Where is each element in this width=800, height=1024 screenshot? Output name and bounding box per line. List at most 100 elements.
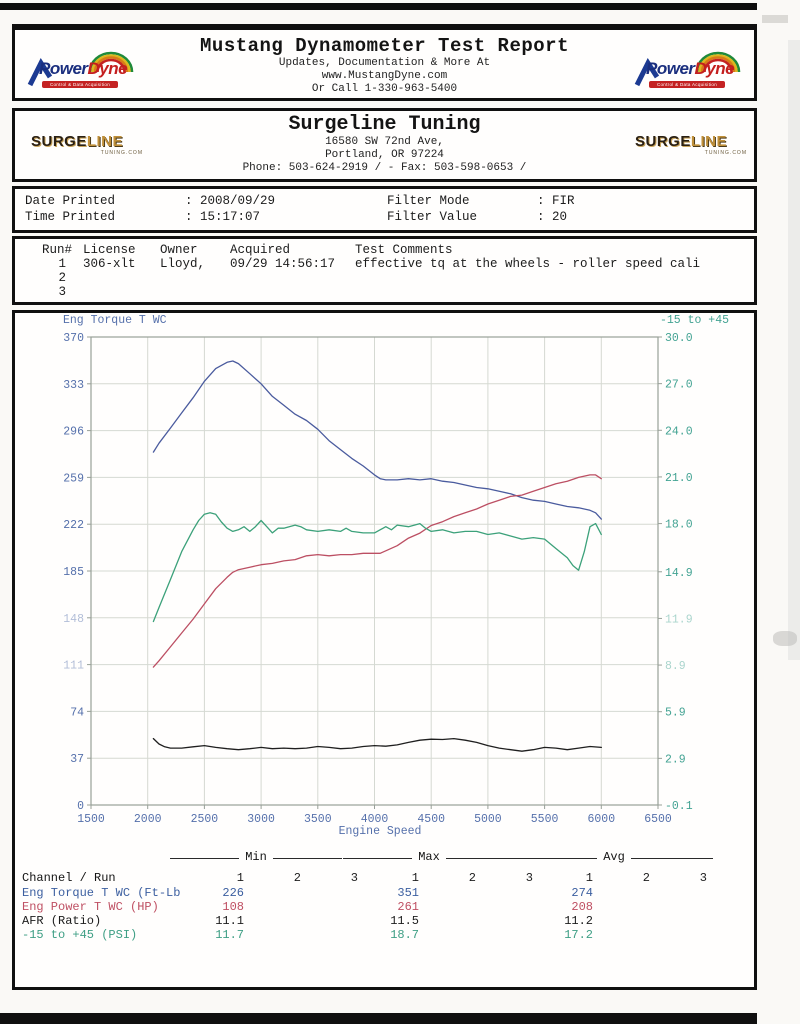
summary-group-line bbox=[343, 858, 413, 859]
summary-value: 11.1 bbox=[215, 914, 244, 928]
left-tick-label: 296 bbox=[63, 426, 84, 439]
date-printed-value: : 2008/09/29 bbox=[185, 194, 276, 208]
summary-group-line bbox=[445, 858, 516, 859]
summary-value: 17.2 bbox=[564, 928, 593, 942]
powerdyne-rainbow-icon bbox=[695, 51, 741, 73]
left-tick-label: 111 bbox=[63, 660, 84, 673]
x-tick-label: 1500 bbox=[77, 813, 105, 826]
scan-edge-right-strip bbox=[788, 40, 800, 660]
x-tick-label: 6500 bbox=[644, 813, 672, 826]
surgeline-word-surge: SURGE bbox=[31, 133, 87, 150]
summary-run-col: 3 bbox=[525, 871, 533, 885]
summary-value: 261 bbox=[397, 900, 419, 914]
powerdyne-word-dyne: Dyne bbox=[87, 59, 128, 78]
right-tick-label: 8.9 bbox=[665, 660, 686, 673]
summary-value: 11.5 bbox=[390, 914, 419, 928]
x-tick-label: 4000 bbox=[361, 813, 389, 826]
summary-channel-label: -15 to +45 (PSI) bbox=[22, 928, 138, 942]
summary-row-header: Channel / Run bbox=[22, 871, 116, 885]
summary-group-word: Avg bbox=[603, 850, 625, 864]
x-tick-label: 5500 bbox=[531, 813, 559, 826]
filter-mode-value: : FIR bbox=[537, 194, 575, 208]
shop-center: Surgeline Tuning 16580 SW 72nd Ave, Portl… bbox=[165, 113, 604, 175]
series-afr bbox=[152, 737, 602, 752]
report-subtitle-line: www.MustangDyne.com bbox=[321, 70, 448, 82]
right-tick-label: 30.0 bbox=[665, 332, 693, 345]
powerdyne-wordmark: PowerDyne bbox=[646, 59, 735, 79]
summary-run-col: 2 bbox=[468, 871, 476, 885]
run-number-cell: 3 bbox=[58, 285, 66, 299]
powerdyne-arrow-icon bbox=[27, 57, 53, 87]
right-tick-label: 27.0 bbox=[665, 379, 693, 392]
series-left bbox=[152, 360, 602, 520]
x-axis-title: Engine Speed bbox=[338, 825, 422, 838]
powerdyne-word-power: Power bbox=[39, 59, 88, 78]
right-tick-label: 14.9 bbox=[665, 567, 693, 580]
shop-info-box: SURGELINE TUNING.COM Surgeline Tuning 16… bbox=[12, 108, 757, 182]
right-axis-title: -15 to +45 bbox=[660, 314, 730, 327]
x-tick-label: 6000 bbox=[587, 813, 615, 826]
report-title: Mustang Dynamometer Test Report bbox=[200, 35, 569, 57]
surgeline-subtext: TUNING.COM bbox=[100, 150, 143, 156]
left-tick-label: 259 bbox=[63, 472, 84, 485]
scan-edge-bottom-bar bbox=[0, 1013, 757, 1024]
right-tick-label: -0.1 bbox=[665, 800, 693, 813]
left-tick-label: 222 bbox=[63, 519, 84, 532]
scan-artifact-top-right bbox=[762, 15, 788, 23]
time-printed-value: : 15:17:07 bbox=[185, 210, 261, 224]
runs-header-cell: Acquired bbox=[230, 243, 291, 257]
summary-group-header: Min bbox=[170, 850, 343, 864]
surgeline-word-line: LINE bbox=[86, 133, 124, 150]
summary-run-col: 2 bbox=[642, 871, 650, 885]
print-info-box: Date Printed : 2008/09/29 Time Printed :… bbox=[12, 186, 757, 233]
left-tick-label: 0 bbox=[77, 800, 84, 813]
shop-address: 16580 SW 72nd Ave, Portland, OR 97224 Phon… bbox=[165, 136, 604, 175]
summary-group-word: Min bbox=[245, 850, 267, 864]
right-tick-label: 18.0 bbox=[665, 519, 693, 532]
powerdyne-arrow-icon bbox=[634, 57, 660, 87]
right-tick-label: 2.9 bbox=[665, 753, 686, 766]
summary-value: 18.7 bbox=[390, 928, 419, 942]
summary-group-line bbox=[515, 858, 598, 859]
runs-header-cell: Run# bbox=[42, 243, 73, 257]
shop-address-line: 16580 SW 72nd Ave, bbox=[325, 136, 444, 148]
runs-header-cell: Test Comments bbox=[355, 243, 453, 257]
left-tick-label: 333 bbox=[63, 379, 84, 392]
right-tick-label: 11.9 bbox=[665, 613, 693, 626]
powerdyne-rainbow-icon bbox=[88, 51, 134, 73]
right-tick-label: 5.9 bbox=[665, 707, 686, 720]
right-tick-label: 24.0 bbox=[665, 425, 693, 438]
summary-channel-label: Eng Torque T WC (Ft-Lb bbox=[22, 886, 181, 900]
x-tick-label: 3500 bbox=[304, 813, 332, 826]
summary-channel-label: Eng Power T WC (HP) bbox=[22, 900, 159, 914]
run-number-cell: 1 bbox=[58, 257, 66, 271]
chart-box: Eng Torque T WC -15 to +45 370 333 296 259 2… bbox=[12, 310, 757, 990]
series-right bbox=[152, 512, 602, 623]
report-subtitle-line: Or Call 1-330-963-5400 bbox=[311, 83, 458, 95]
summary-group-header: Max bbox=[343, 850, 516, 864]
shop-address-line: Portland, OR 97224 bbox=[325, 149, 444, 161]
left-tick-label: 370 bbox=[63, 332, 84, 345]
report-subtitle: Updates, Documentation & More At www.Must… bbox=[165, 57, 604, 96]
summary-table: Min Max Avg Channel / Run 1 2 3 1 2 3 1 2 3 Eng Torqu… bbox=[15, 850, 750, 985]
runs-box: Run# License Owner Acquired Test Comments 1 30… bbox=[12, 236, 757, 305]
x-tick-label: 3000 bbox=[247, 813, 275, 826]
report-header-box: PowerDyne Control & Data Acquisition Mus… bbox=[12, 24, 757, 101]
summary-value: 11.7 bbox=[215, 928, 244, 942]
summary-group-line bbox=[170, 858, 240, 859]
summary-run-col: 3 bbox=[350, 871, 358, 885]
summary-value: 274 bbox=[571, 886, 593, 900]
surgeline-word-line: LINE bbox=[690, 133, 728, 150]
surgeline-subtext: TUNING.COM bbox=[704, 150, 747, 156]
surgeline-word-surge: SURGE bbox=[635, 133, 691, 150]
powerdyne-tagline-bar: Control & Data Acquisition bbox=[42, 81, 118, 88]
run-license-cell: 306-xlt bbox=[83, 257, 136, 271]
summary-group-line bbox=[272, 858, 343, 859]
powerdyne-logo-art bbox=[27, 51, 134, 87]
date-printed-label: Date Printed bbox=[25, 194, 116, 208]
summary-run-col: 2 bbox=[293, 871, 301, 885]
left-tick-label: 74 bbox=[70, 706, 84, 719]
run-number-cell: 2 bbox=[58, 271, 66, 285]
powerdyne-word-power: Power bbox=[646, 59, 695, 78]
